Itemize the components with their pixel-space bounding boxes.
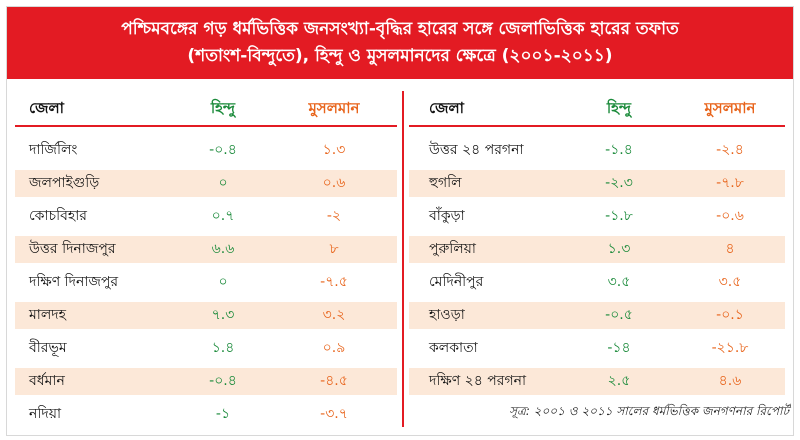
table-row: বাঁকুড়া -১.৮ -০.৬	[409, 203, 785, 230]
district-column-header: জেলা	[29, 99, 65, 117]
left-table: জেলা হিন্দু মুসলমান দার্জিলিং -০.৪ ১.৩ জলপা…	[15, 91, 397, 422]
right-table: জেলা হিন্দু মুসলমান উত্তর ২৪ পরগনা -১.৪ -২…	[409, 91, 785, 395]
table-row: হুগলি -২.৩ -৭.৮	[409, 170, 785, 197]
district-name: কলকাতা	[429, 340, 478, 356]
hindu-value: ৬.৬	[211, 241, 235, 257]
muslim-value: ১.৩	[322, 142, 346, 158]
left-table-header: জেলা হিন্দু মুসলমান	[15, 91, 397, 127]
muslim-value: ০.৬	[322, 175, 346, 191]
district-name: মালদহ	[29, 307, 66, 323]
table-row: উত্তর দিনাজপুর ৬.৬ ৮	[15, 236, 397, 263]
table-row: মেদিনীপুর ৩.৫ ৩.৫	[409, 269, 785, 296]
table-row: দক্ষিণ দিনাজপুর ০ -৭.৫	[15, 269, 397, 296]
muslim-value: -০.১	[716, 307, 744, 323]
district-name: দক্ষিণ ২৪ পরগনা	[429, 373, 527, 389]
muslim-value: ৩.৫	[718, 274, 742, 290]
hindu-value: ১.৪	[211, 340, 235, 356]
hindu-value: ০	[218, 175, 228, 191]
muslim-value: ৮	[329, 241, 339, 257]
hindu-value: -১	[215, 406, 231, 422]
district-name: পুরুলিয়া	[429, 241, 476, 257]
title-line-1: পশ্চিমবঙ্গের গড় ধর্মভিত্তিক জনসংখ্যা-বৃ…	[121, 19, 679, 39]
hindu-column-header: হিন্দু	[210, 99, 236, 117]
column-divider	[402, 91, 404, 427]
table-row: নদিয়া -১ -৩.৭	[15, 401, 397, 428]
district-name: জলপাইগুড়ি	[29, 175, 100, 191]
muslim-column-header: মুসলমান	[704, 99, 756, 117]
table-row: মালদহ ৭.৩ ৩.২	[15, 302, 397, 329]
hindu-value: ১.৩	[607, 241, 631, 257]
hindu-value: -২.৩	[605, 175, 633, 191]
muslim-value: ৩.২	[322, 307, 346, 323]
muslim-value: -২.৪	[716, 142, 744, 158]
hindu-value: ২.৫	[607, 373, 631, 389]
hindu-value: ০	[218, 274, 228, 290]
table-row: দক্ষিণ ২৪ পরগনা ২.৫ ৪.৬	[409, 368, 785, 395]
district-name: মেদিনীপুর	[429, 274, 484, 290]
table-row: পুরুলিয়া ১.৩ ৪	[409, 236, 785, 263]
district-column-header: জেলা	[429, 99, 465, 117]
muslim-value: -২১.৮	[711, 340, 749, 356]
muslim-value: -৩.৭	[320, 406, 348, 422]
district-name: নদিয়া	[29, 406, 62, 422]
district-name: হুগলি	[429, 175, 462, 191]
right-table-header: জেলা হিন্দু মুসলমান	[409, 91, 785, 127]
hindu-value: -১.৪	[605, 142, 633, 158]
hindu-value: ০.৭	[211, 208, 235, 224]
hindu-column-header: হিন্দু	[606, 99, 632, 117]
muslim-value: ৪	[725, 241, 735, 257]
district-name: হাওড়া	[429, 307, 465, 323]
district-name: দক্ষিণ দিনাজপুর	[29, 274, 119, 290]
title-line-2: (শতাংশ-বিন্দুতে), হিন্দু ও মুসলমানদের ক্…	[187, 46, 613, 66]
table-row: বর্ধমান -০.৪ -৪.৫	[15, 368, 397, 395]
left-table-body: দার্জিলিং -০.৪ ১.৩ জলপাইগুড়ি ০ ০.৬ কোচবিহার ০.…	[15, 137, 397, 434]
muslim-column-header: মুসলমান	[308, 99, 360, 117]
district-name: বাঁকুড়া	[429, 208, 465, 224]
hindu-value: -০.৪	[209, 142, 237, 158]
hindu-value: -১.৮	[605, 208, 633, 224]
table-row: দার্জিলিং -০.৪ ১.৩	[15, 137, 397, 164]
district-name: কোচবিহার	[29, 208, 88, 224]
hindu-value: -০.৫	[605, 307, 633, 323]
district-name: উত্তর ২৪ পরগনা	[429, 142, 524, 158]
district-name: বর্ধমান	[29, 373, 65, 389]
right-table-body: উত্তর ২৪ পরগনা -১.৪ -২.৪ হুগলি -২.৩ -৭.৮ বাঁকু…	[409, 137, 785, 401]
table-row: বীরভূম ১.৪ ০.৯	[15, 335, 397, 362]
muslim-value: -৭.৮	[716, 175, 744, 191]
muslim-value: -৭.৫	[320, 274, 348, 290]
hindu-value: -১৪	[607, 340, 631, 356]
source-note: সূত্র: ২০০১ ও ২০১১ সালের ধর্মভিত্তিক জনগ…	[509, 404, 789, 418]
hindu-value: ৩.৫	[607, 274, 631, 290]
title-banner: পশ্চিমবঙ্গের গড় ধর্মভিত্তিক জনসংখ্যা-বৃ…	[7, 7, 793, 79]
hindu-value: ৭.৩	[211, 307, 235, 323]
district-name: বীরভূম	[29, 340, 67, 356]
muslim-value: -২	[326, 208, 342, 224]
hindu-value: -০.৪	[209, 373, 237, 389]
muslim-value: ৪.৬	[718, 373, 742, 389]
district-name: উত্তর দিনাজপুর	[29, 241, 116, 257]
table-row: কলকাতা -১৪ -২১.৮	[409, 335, 785, 362]
header-rule	[15, 125, 397, 127]
table-row: হাওড়া -০.৫ -০.১	[409, 302, 785, 329]
muslim-value: -৪.৫	[320, 373, 348, 389]
district-name: দার্জিলিং	[29, 142, 78, 158]
muslim-value: -০.৬	[716, 208, 744, 224]
table-row: উত্তর ২৪ পরগনা -১.৪ -২.৪	[409, 137, 785, 164]
header-rule	[409, 125, 785, 127]
table-row: জলপাইগুড়ি ০ ০.৬	[15, 170, 397, 197]
infographic-table: পশ্চিমবঙ্গের গড় ধর্মভিত্তিক জনসংখ্যা-বৃ…	[6, 6, 794, 436]
table-row: কোচবিহার ০.৭ -২	[15, 203, 397, 230]
muslim-value: ০.৯	[322, 340, 346, 356]
